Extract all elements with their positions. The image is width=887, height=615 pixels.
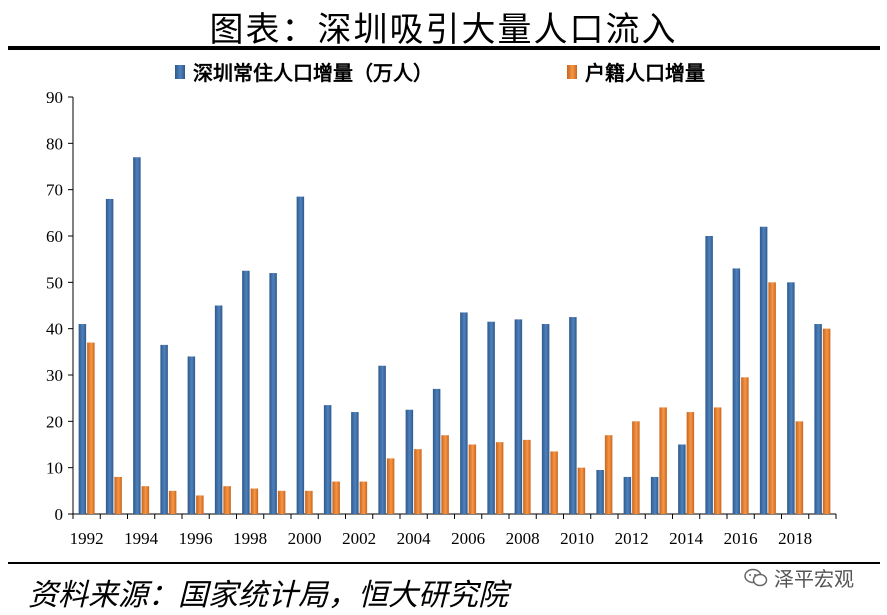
bar-resident-increase [78,324,87,514]
bar-resident-increase [678,444,686,514]
x-tick-label: 2018 [778,529,812,548]
y-tick-label: 0 [55,505,64,524]
bar-resident-increase [460,312,468,514]
bar-registered-increase [223,486,231,514]
y-tick-label: 70 [46,181,63,200]
bar-registered-increase [604,435,613,514]
bar-registered-increase [87,342,95,514]
bar-resident-increase [650,476,659,514]
legend-swatch-resident [175,65,185,79]
bar-resident-increase [242,270,250,514]
bar-registered-increase [686,412,695,514]
title-divider [8,46,880,50]
x-tick-label: 2006 [451,529,485,548]
y-tick-label: 80 [46,134,63,153]
bar-resident-increase [160,344,168,514]
bar-registered-increase [196,495,204,514]
bar-registered-increase [468,444,477,514]
bar-registered-increase [277,490,286,514]
legend-swatch-registered [567,65,577,79]
bar-registered-increase [332,481,340,514]
bar-resident-increase [405,409,414,514]
y-tick-label: 50 [46,273,63,292]
x-tick-label: 2010 [560,529,594,548]
bar-resident-increase [596,469,604,514]
x-tick-label: 1998 [233,529,267,548]
y-tick-label: 20 [46,412,63,431]
bar-registered-increase [114,476,122,514]
y-tick-label: 90 [46,88,63,107]
bar-resident-increase [487,321,495,514]
legend-label-resident: 深圳常住人口增量（万人） [193,61,433,85]
legend-label-registered: 户籍人口增量 [585,61,705,85]
bar-resident-increase [351,412,359,514]
watermark-text: 泽平宏观 [774,567,854,591]
bar-resident-increase [133,157,141,514]
bar-resident-increase [787,282,795,514]
x-tick-label: 2002 [342,529,376,548]
bar-resident-increase [759,226,768,514]
bar-registered-increase [386,458,395,514]
bar-registered-increase [632,421,640,514]
bar-resident-increase [105,198,114,514]
x-tick-label: 2012 [615,529,649,548]
y-tick-label: 40 [46,320,63,339]
x-tick-label: 2004 [397,529,432,548]
bar-registered-increase [577,467,586,514]
y-tick-label: 10 [46,459,63,478]
bar-resident-increase [705,236,713,514]
bar-registered-increase [550,451,558,514]
bar-resident-increase [623,476,632,514]
watermark: 泽平宏观 [744,563,854,592]
source-note: 资料来源：国家统计局，恒大研究院 [28,578,508,613]
bar-resident-increase [296,196,305,514]
bar-resident-increase [214,305,223,514]
bar-registered-increase [741,377,749,514]
bar-registered-increase [795,421,804,514]
bar-resident-increase [323,405,332,514]
footer-divider [8,562,880,564]
bar-registered-increase [359,481,368,514]
bar-registered-increase [659,407,667,514]
bar-resident-increase [187,356,196,514]
bar-registered-increase [713,407,722,514]
x-tick-label: 1996 [179,529,213,548]
bar-registered-increase [305,490,313,514]
bar-registered-increase [768,282,776,514]
bar-resident-increase [569,317,577,514]
bar-resident-increase [378,365,386,514]
bar-resident-increase [732,268,741,514]
y-tick-label: 30 [46,366,63,385]
bar-resident-increase [432,388,441,514]
y-tick-label: 60 [46,227,63,246]
x-tick-label: 2008 [506,529,540,548]
x-tick-label: 2014 [669,529,704,548]
wechat-icon [744,568,768,586]
bar-registered-increase [250,488,259,514]
bar-registered-increase [441,435,449,514]
x-tick-label: 1994 [124,529,159,548]
bar-resident-increase [514,319,523,514]
bar-registered-increase [523,439,531,514]
bar-registered-increase [414,449,422,514]
bar-registered-increase [168,490,177,514]
bar-registered-increase [495,442,504,514]
bar-registered-increase [141,486,150,514]
bar-chart: 0 10 20 30 40 50 60 70 80 90 1992 1994 1996 1998 2000 2… [46,61,837,548]
x-tick-label: 2000 [288,529,322,548]
bar-resident-increase [541,324,550,514]
bar-resident-increase [269,273,277,514]
bar-registered-increase [822,328,831,514]
chart-title: 图表：深圳吸引大量人口流入 [209,10,678,50]
bar-resident-increase [814,324,822,514]
x-tick-label: 2016 [724,529,758,548]
x-tick-label: 1992 [70,529,104,548]
